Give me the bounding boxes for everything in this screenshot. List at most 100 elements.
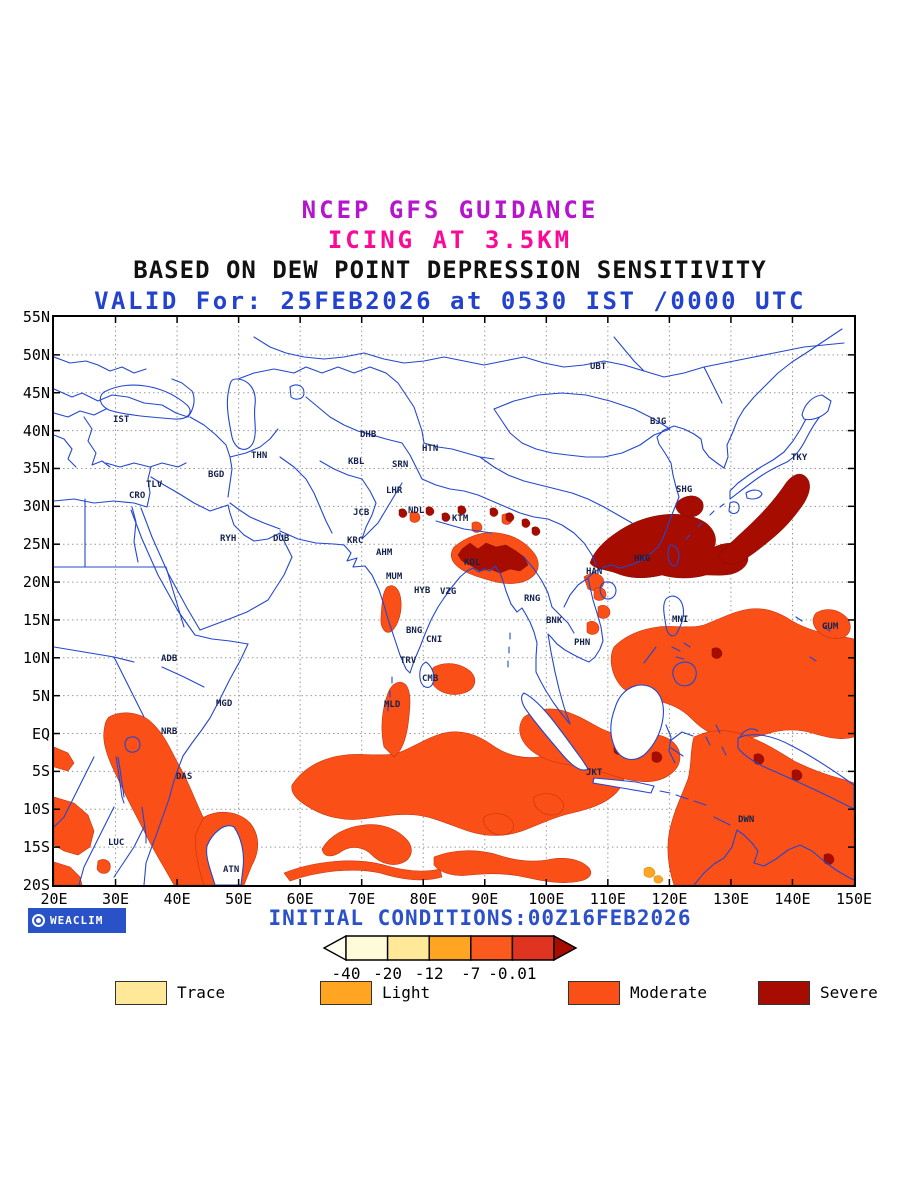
legend-swatch	[758, 981, 810, 1005]
y-tick-label: EQ	[31, 724, 50, 743]
legend-label: Trace	[177, 983, 226, 1002]
station-label: JCB	[353, 508, 370, 518]
chart-title-method: BASED ON DEW POINT DEPRESSION SENSITIVIT…	[133, 256, 767, 284]
station-label: VZG	[440, 587, 456, 597]
x-tick-label: 140E	[774, 890, 811, 908]
station-label: AHM	[376, 548, 393, 558]
station-label: DHB	[360, 430, 377, 440]
station-label: CMB	[422, 674, 439, 684]
station-label: THN	[251, 451, 267, 461]
x-tick-label: 120E	[651, 890, 688, 908]
x-tick-label: 90E	[471, 890, 499, 908]
station-label: TLV	[146, 480, 163, 490]
chart-title-valid-time: VALID For: 25FEB2026 at 0530 IST /0000 U…	[94, 287, 806, 315]
station-label: BGD	[208, 470, 225, 480]
station-label: KBL	[348, 457, 365, 467]
station-label: HKG	[634, 554, 650, 564]
station-label: RYH	[220, 534, 236, 544]
station-label: GUM	[822, 622, 839, 632]
axis-tick-marks	[54, 317, 854, 885]
colorbar-value: -20	[373, 964, 403, 983]
y-tick-label: 35N	[22, 459, 50, 478]
legend-swatch	[568, 981, 620, 1005]
station-label: HTN	[422, 444, 438, 454]
y-tick-label: 10S	[22, 800, 50, 819]
station-label: DUB	[273, 534, 290, 544]
legend-label: Severe	[820, 983, 878, 1002]
station-label: LHR	[386, 486, 403, 496]
legend-row: Trace Light Moderate Severe	[0, 981, 900, 1005]
station-label: MNI	[672, 615, 688, 625]
colorbar-segment	[511, 935, 555, 961]
x-tick-label: 110E	[589, 890, 626, 908]
station-label: SRN	[392, 460, 408, 470]
station-label: ATN	[223, 865, 239, 875]
station-label: DAS	[176, 772, 192, 782]
station-label: CRO	[129, 491, 146, 501]
colorbar-value: -40	[331, 964, 361, 983]
station-label: PHN	[574, 638, 590, 648]
y-tick-label: 30N	[22, 497, 50, 516]
y-tick-label: 5N	[31, 686, 50, 705]
station-label: SHG	[676, 485, 692, 495]
station-label: BNG	[406, 626, 422, 636]
station-label: KTM	[452, 514, 469, 524]
x-tick-label: 70E	[348, 890, 376, 908]
station-label: TRV	[400, 656, 417, 666]
station-label: NDL	[408, 506, 425, 516]
station-label: MUM	[386, 572, 403, 582]
icing-moderate-fill	[53, 511, 855, 886]
colorbar-value: -7	[461, 964, 481, 983]
station-label: UBT	[590, 362, 607, 372]
x-tick-label: 60E	[286, 890, 314, 908]
x-tick-label: 50E	[225, 890, 253, 908]
station-label: BJG	[650, 417, 666, 427]
colorbar-segment	[470, 935, 514, 961]
weaclim-logo-badge: WEACLIM	[28, 908, 126, 933]
colorbar-svg	[322, 934, 578, 962]
x-tick-label: 40E	[163, 890, 191, 908]
colorbar-value: -0.01	[488, 964, 537, 983]
x-tick-label: 30E	[101, 890, 130, 908]
colorbar-segment	[386, 935, 430, 961]
y-tick-label: 20S	[22, 876, 50, 894]
colorbar-segment	[428, 935, 472, 961]
station-label: HYB	[414, 586, 431, 596]
station-label: KRC	[347, 536, 363, 546]
chart-title-model: NCEP GFS GUIDANCE	[301, 196, 599, 224]
x-tick-label: 100E	[528, 890, 565, 908]
y-tick-label: 10N	[22, 648, 50, 667]
station-label: DWN	[738, 815, 754, 825]
y-tick-label: 50N	[22, 345, 50, 364]
y-tick-label: 15N	[22, 610, 50, 629]
colorbar-value: -12	[414, 964, 444, 983]
legend-label: Moderate	[630, 983, 708, 1002]
weaclim-logo-icon	[32, 914, 45, 927]
station-label: CNI	[426, 635, 442, 645]
station-label: NRB	[161, 727, 178, 737]
y-tick-label: 25N	[22, 535, 50, 554]
colorbar: -40 -20 -12 -7 -0.01	[320, 934, 580, 983]
station-label: TKY	[791, 453, 808, 463]
station-label: BNK	[546, 616, 563, 626]
icing-light-fill	[643, 866, 664, 884]
station-label: RNG	[524, 594, 540, 604]
colorbar-segment	[345, 935, 389, 961]
colorbar-segment	[322, 934, 347, 962]
station-label: HAN	[586, 567, 602, 577]
station-label: KOL	[464, 558, 481, 568]
y-tick-label: 55N	[22, 308, 50, 326]
station-label: MGD	[216, 699, 233, 709]
y-tick-label: 15S	[22, 838, 50, 857]
station-label: LUC	[108, 838, 124, 848]
station-label: IST	[113, 415, 130, 425]
y-tick-label: 40N	[22, 421, 50, 440]
legend-label: Light	[382, 983, 431, 1002]
legend-swatch	[115, 981, 167, 1005]
legend-swatch	[320, 981, 372, 1005]
y-tick-label: 5S	[31, 762, 50, 781]
x-tick-label: 20E	[40, 890, 68, 908]
